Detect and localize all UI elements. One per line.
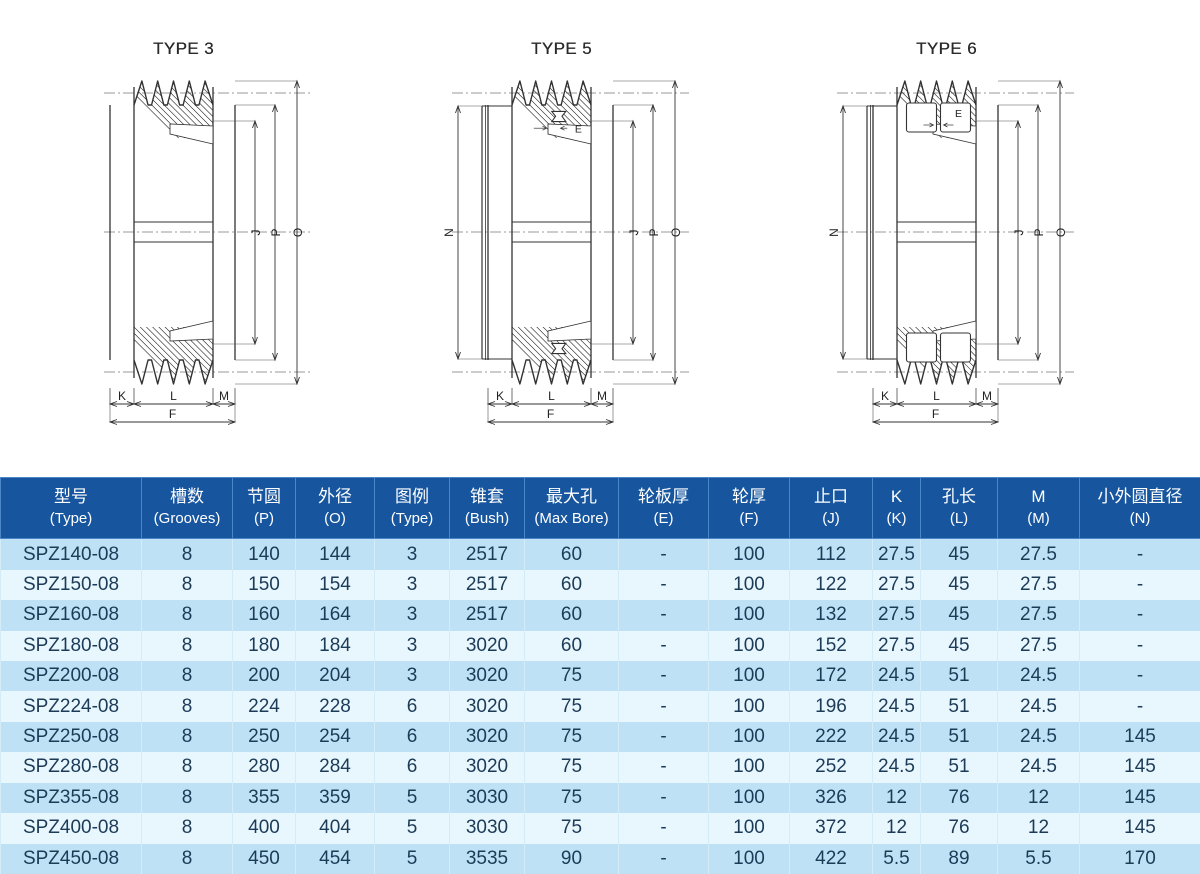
svg-text:P: P	[269, 228, 283, 236]
svg-text:J: J	[1012, 230, 1026, 236]
svg-text:O: O	[291, 228, 305, 237]
svg-text:F: F	[169, 407, 176, 421]
svg-text:L: L	[170, 389, 177, 403]
svg-text:F: F	[547, 407, 554, 421]
svg-text:L: L	[548, 389, 555, 403]
svg-text:M: M	[597, 389, 607, 403]
svg-text:E: E	[955, 108, 962, 120]
svg-text:K: K	[118, 389, 126, 403]
svg-text:E: E	[575, 123, 582, 135]
svg-text:K: K	[496, 389, 504, 403]
svg-text:O: O	[1054, 228, 1068, 237]
svg-text:M: M	[982, 389, 992, 403]
svg-text:N: N	[442, 228, 456, 237]
svg-text:N: N	[827, 228, 841, 237]
svg-text:O: O	[669, 228, 683, 237]
svg-text:J: J	[249, 230, 263, 236]
svg-text:F: F	[932, 407, 939, 421]
svg-text:P: P	[1032, 228, 1046, 236]
svg-text:P: P	[647, 228, 661, 236]
svg-text:K: K	[881, 389, 889, 403]
svg-text:M: M	[219, 389, 229, 403]
svg-text:J: J	[627, 230, 641, 236]
svg-text:L: L	[933, 389, 940, 403]
